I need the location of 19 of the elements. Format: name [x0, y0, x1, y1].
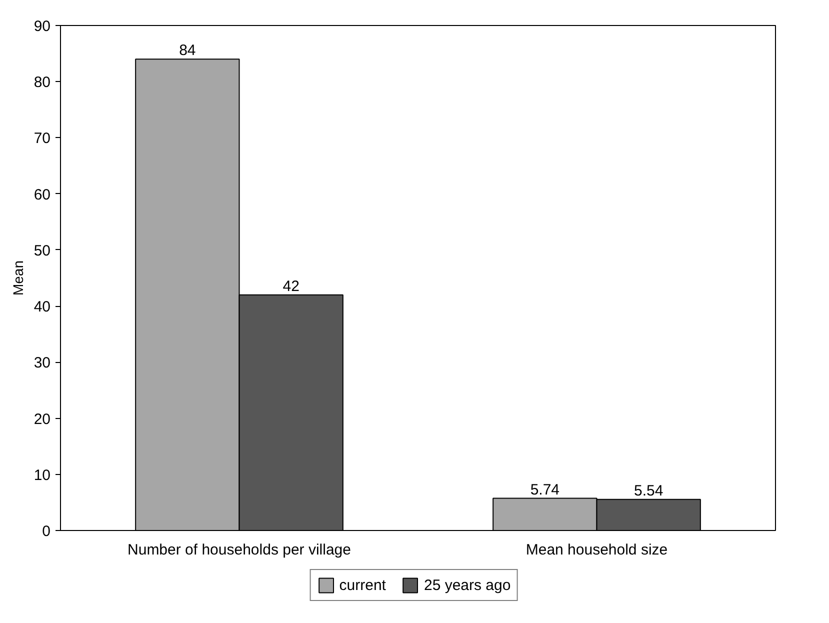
y-tick-label: 40	[34, 298, 51, 316]
data-label: 5.74	[530, 481, 560, 498]
y-tick-label: 30	[34, 354, 51, 372]
x-tick-label: Number of households per village	[128, 542, 351, 558]
legend-label: 25 years ago	[424, 576, 511, 594]
y-tick-label: 80	[34, 74, 51, 92]
y-tick-label: 50	[34, 242, 51, 260]
y-tick-label: 20	[34, 410, 51, 428]
x-tick-label: Mean household size	[526, 542, 668, 558]
y-tick-label: 10	[34, 466, 51, 484]
data-label: 84	[179, 42, 196, 60]
y-axis-title: Mean	[10, 260, 26, 296]
y-tick-label: 0	[42, 523, 50, 540]
data-label: 5.54	[634, 482, 664, 500]
y-tick-label: 90	[34, 18, 51, 35]
y-tick-label: 60	[34, 186, 51, 204]
legend-label: current	[339, 576, 386, 594]
data-label: 42	[282, 278, 300, 295]
y-tick-label: 70	[34, 130, 51, 148]
